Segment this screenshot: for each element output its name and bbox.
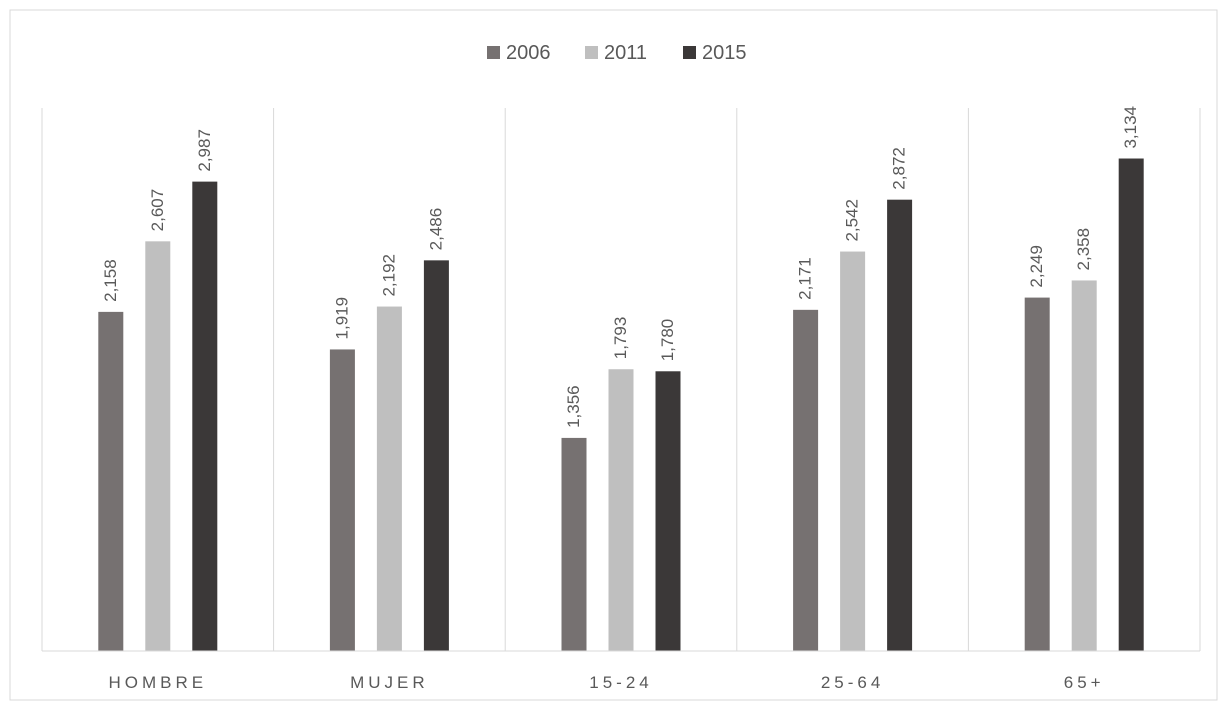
data-label: 2,158 xyxy=(101,259,120,302)
legend-label: 2006 xyxy=(506,42,551,64)
bar xyxy=(608,369,634,651)
data-label: 2,542 xyxy=(843,199,862,242)
data-label: 1,780 xyxy=(658,319,677,362)
bars-group xyxy=(98,158,1144,652)
x-tick-label: 25-64 xyxy=(821,673,884,692)
bar xyxy=(840,251,866,652)
data-label: 1,356 xyxy=(564,385,583,428)
bar xyxy=(1118,158,1144,651)
data-label: 2,358 xyxy=(1074,228,1093,271)
x-tick-labels-group: HOMBRE MUJER 15-24 25-64 65+ xyxy=(108,673,1105,692)
legend-label: 2011 xyxy=(604,42,647,64)
bar xyxy=(98,311,124,651)
category-separators xyxy=(41,108,1201,651)
bar xyxy=(329,349,355,651)
bar xyxy=(655,371,681,651)
data-label: 3,134 xyxy=(1121,106,1140,149)
data-label: 1,793 xyxy=(611,317,630,360)
data-labels-group: 2,158 2,607 2,987 1,919 2,192 2,486 1,356 1,793… xyxy=(101,106,1140,428)
bar xyxy=(561,437,587,651)
bar xyxy=(192,181,218,651)
bar xyxy=(376,306,402,651)
bar xyxy=(423,260,449,651)
legend-swatch xyxy=(683,46,696,59)
legend-label: 2015 xyxy=(702,42,747,64)
data-label: 2,987 xyxy=(195,129,214,172)
data-label: 2,249 xyxy=(1027,245,1046,288)
legend: 2006 2011 2015 xyxy=(487,42,747,64)
data-label: 2,607 xyxy=(148,189,167,232)
x-tick-label: 15-24 xyxy=(589,673,652,692)
bar xyxy=(1071,280,1097,651)
x-tick-label: HOMBRE xyxy=(108,673,207,692)
bar xyxy=(793,309,819,651)
x-tick-label: MUJER xyxy=(350,673,429,692)
bar xyxy=(145,241,171,652)
data-label: 2,486 xyxy=(426,208,445,251)
legend-swatch xyxy=(585,46,598,59)
data-label: 2,872 xyxy=(890,147,909,190)
legend-swatch xyxy=(487,46,500,59)
data-label: 2,192 xyxy=(379,254,398,297)
x-tick-label: 65+ xyxy=(1064,673,1105,692)
bar xyxy=(1024,297,1050,651)
data-label: 2,171 xyxy=(796,257,815,300)
bar xyxy=(887,199,913,651)
data-label: 1,919 xyxy=(332,297,351,340)
